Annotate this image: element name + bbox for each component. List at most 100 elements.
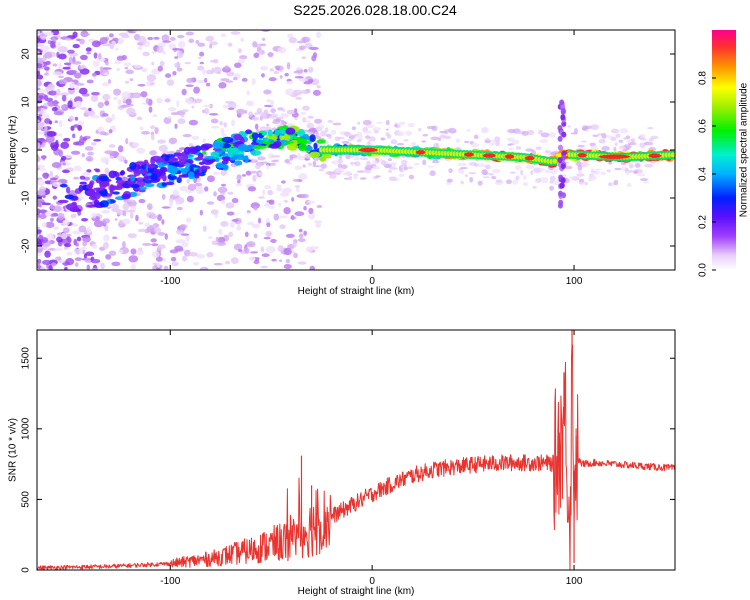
noise-speckle — [75, 86, 79, 91]
noise-speckle — [103, 242, 109, 249]
noise-speckle — [186, 178, 190, 184]
noise-speckle — [80, 33, 91, 36]
colorbar — [712, 30, 736, 270]
vertical-smear — [557, 135, 563, 142]
noise-speckle — [90, 258, 101, 264]
noise-speckle — [268, 77, 277, 82]
noise-speckle — [108, 129, 113, 134]
spectrogram-ytick-label: 0 — [21, 147, 32, 153]
noise-speckle — [135, 214, 139, 222]
noise-speckle — [83, 176, 91, 181]
noise-speckle — [237, 179, 241, 184]
noise-speckle — [312, 160, 317, 166]
ridge-blob — [221, 136, 234, 143]
noise-speckle — [90, 91, 100, 96]
noise-speckle — [54, 248, 63, 251]
noise-speckle — [181, 88, 187, 96]
noise-speckle — [505, 179, 512, 185]
noise-speckle — [421, 140, 427, 143]
noise-speckle — [312, 165, 322, 168]
noise-speckle — [116, 55, 125, 61]
noise-speckle — [291, 250, 296, 254]
ridge-band — [670, 152, 675, 158]
noise-speckle — [522, 175, 527, 180]
ridge-blob — [286, 143, 299, 151]
noise-speckle — [199, 209, 203, 216]
noise-speckle — [639, 178, 649, 182]
noise-speckle — [37, 125, 43, 130]
noise-speckle — [396, 131, 405, 135]
noise-speckle — [286, 109, 296, 115]
spectrogram-ytick-label: -20 — [21, 238, 32, 253]
noise-speckle — [61, 94, 67, 102]
snr-xtick-label: 100 — [566, 576, 583, 587]
noise-speckle — [177, 40, 186, 48]
noise-speckle — [376, 121, 383, 124]
noise-speckle — [162, 50, 166, 55]
noise-speckle — [556, 167, 560, 170]
noise-speckle — [74, 257, 82, 262]
ridge-blob — [115, 180, 126, 185]
noise-speckle — [288, 36, 297, 44]
noise-speckle — [303, 81, 313, 85]
noise-speckle — [279, 75, 283, 79]
noise-speckle — [284, 72, 289, 77]
noise-speckle — [588, 175, 597, 181]
noise-speckle — [300, 193, 309, 199]
noise-speckle — [594, 168, 601, 171]
noise-speckle — [185, 235, 190, 242]
noise-speckle — [396, 142, 405, 146]
noise-speckle — [71, 61, 82, 65]
noise-speckle — [93, 220, 104, 228]
noise-speckle — [274, 65, 280, 69]
noise-speckle — [351, 126, 357, 131]
noise-speckle — [248, 256, 256, 261]
noise-speckle — [73, 176, 80, 180]
noise-speckle — [44, 125, 48, 132]
noise-speckle — [590, 145, 599, 151]
ridge-blob — [233, 133, 243, 141]
noise-speckle — [50, 177, 58, 181]
noise-speckle — [295, 186, 300, 193]
noise-speckle — [464, 174, 469, 178]
noise-speckle — [356, 138, 362, 143]
noise-speckle — [41, 259, 52, 265]
noise-speckle — [186, 195, 194, 203]
noise-speckle — [266, 222, 271, 228]
noise-speckle — [233, 77, 238, 81]
noise-speckle — [380, 137, 385, 141]
noise-speckle — [366, 160, 371, 167]
noise-speckle — [538, 129, 543, 135]
vertical-smear — [558, 199, 564, 206]
noise-speckle — [267, 153, 274, 159]
noise-speckle — [418, 127, 422, 132]
spectrogram-heatmap — [37, 30, 675, 270]
noise-speckle — [348, 135, 356, 140]
spectrogram-xtick-label: 0 — [369, 276, 375, 287]
noise-speckle — [125, 209, 135, 213]
noise-speckle — [580, 140, 587, 143]
noise-speckle — [87, 109, 96, 117]
noise-speckle — [139, 126, 144, 131]
noise-speckle — [194, 182, 202, 187]
noise-speckle — [154, 127, 159, 135]
noise-speckle — [269, 113, 278, 118]
noise-speckle — [324, 172, 330, 175]
noise-speckle — [408, 174, 415, 180]
noise-speckle — [40, 45, 50, 52]
noise-speckle — [590, 124, 599, 130]
noise-speckle — [341, 140, 350, 144]
noise-speckle — [235, 182, 243, 187]
noise-speckle — [261, 73, 265, 78]
noise-speckle — [630, 138, 636, 144]
noise-speckle — [236, 108, 246, 115]
noise-speckle — [253, 158, 258, 161]
noise-speckle — [435, 142, 439, 148]
noise-speckle — [37, 164, 46, 168]
ridge-blob — [194, 173, 200, 179]
noise-speckle — [234, 62, 242, 69]
noise-speckle — [270, 238, 277, 243]
ridge-blob — [112, 191, 120, 195]
noise-speckle — [56, 88, 61, 96]
noise-speckle — [60, 92, 69, 97]
